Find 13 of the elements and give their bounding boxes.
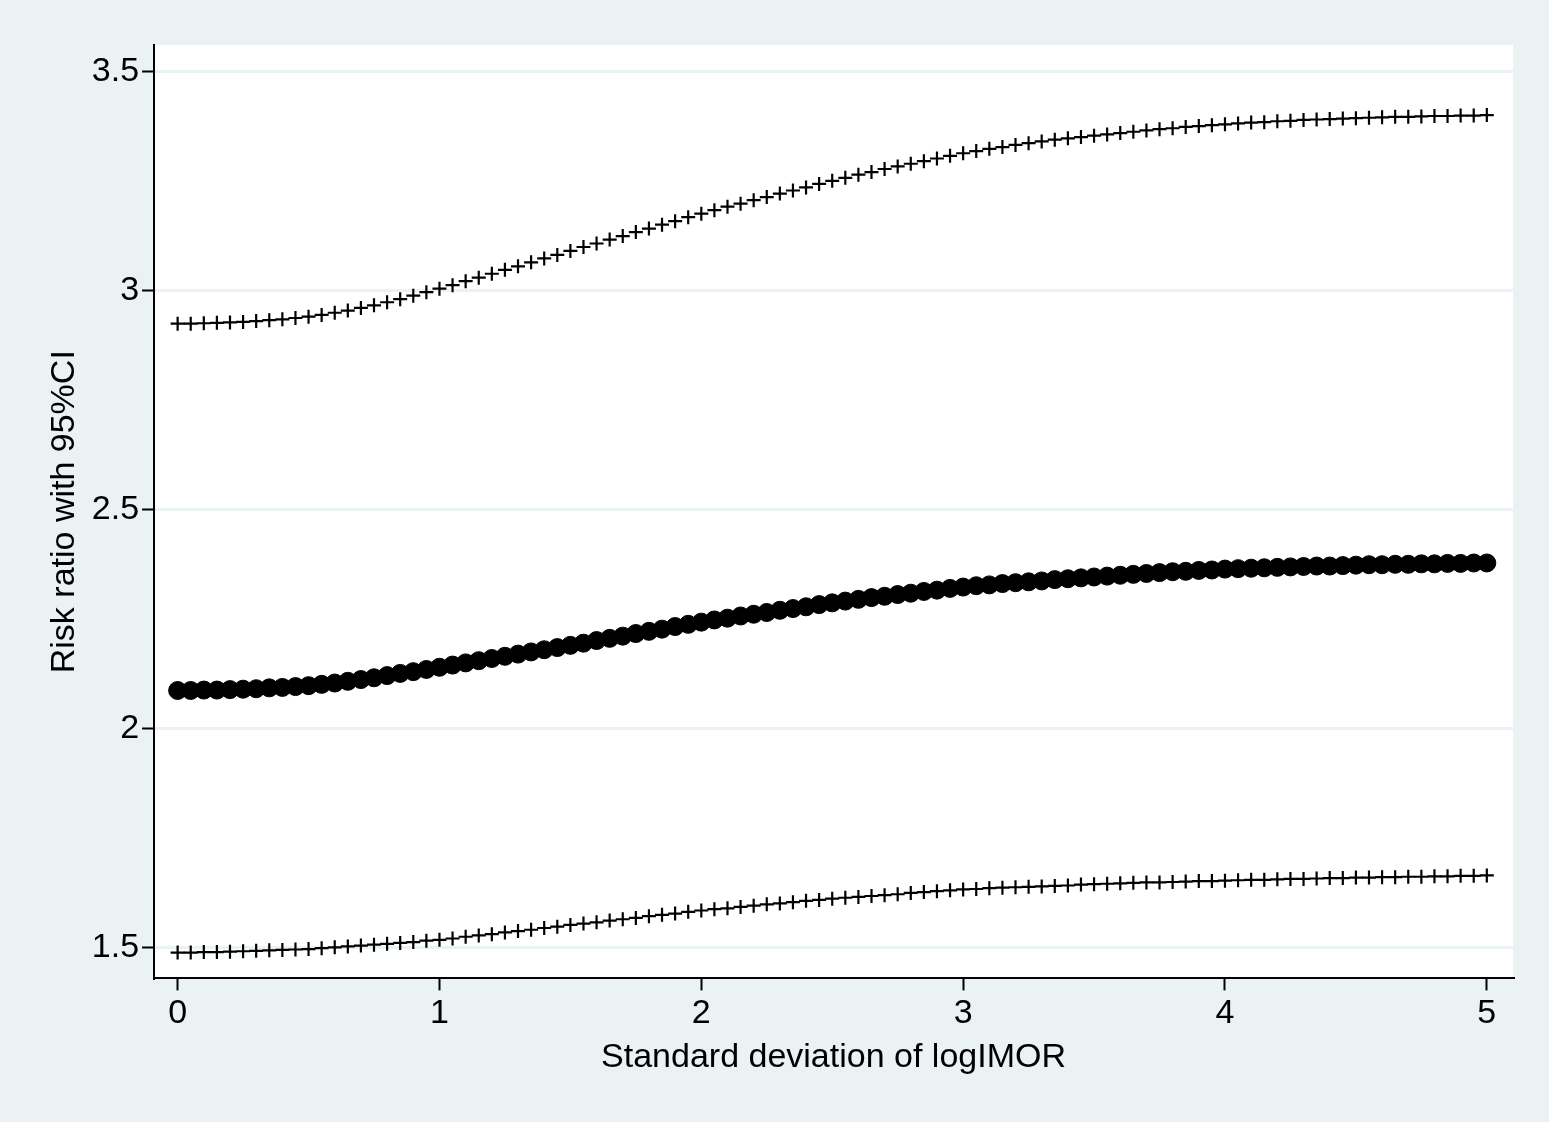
x-tick-label: 4 [1215,992,1235,1031]
y-tick-label: 1.5 [91,926,140,965]
y-tick-label: 2.5 [91,487,140,526]
x-tick-label: 0 [168,992,188,1031]
y-tick-label: 2 [120,706,140,745]
x-tick-label: 3 [953,992,973,1031]
y-axis-title: Risk ratio with 95%CI [42,350,81,674]
y-tick-label: 3 [120,268,140,307]
y-tick-label: 3.5 [91,49,140,88]
x-tick-label: 2 [691,992,711,1031]
x-axis-title: Standard deviation of logIMOR [601,1035,1066,1074]
x-tick-label: 1 [430,992,449,1031]
x-tick-label: 5 [1477,992,1497,1031]
